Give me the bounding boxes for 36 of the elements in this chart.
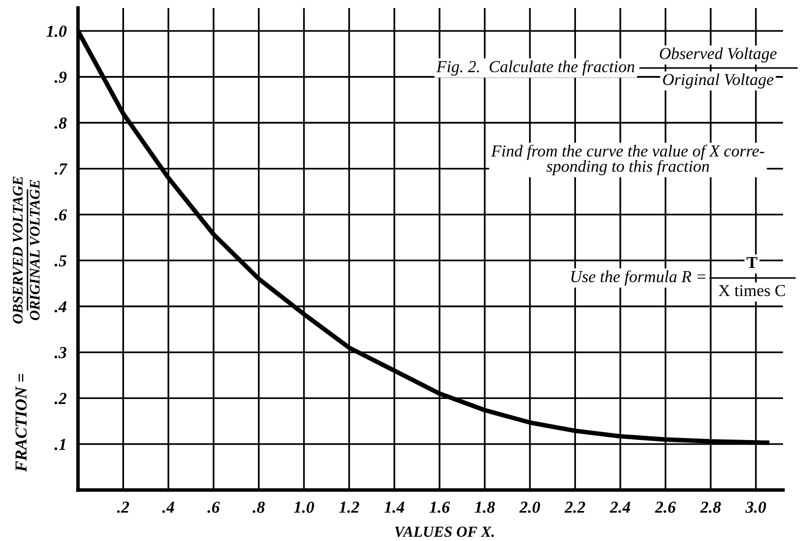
x-tick-label: 1.6 xyxy=(430,502,450,513)
y-tick-label: .7 xyxy=(54,164,68,175)
annotation: Original Voltage xyxy=(663,73,774,89)
y-tick-label: .4 xyxy=(54,301,66,312)
annotation: Use the formula R = xyxy=(571,270,706,286)
y-tick-label: .2 xyxy=(54,392,67,404)
annotation: Find from the curve the value of X corre- sponding to this fraction xyxy=(491,144,764,176)
y-tick-label: .8 xyxy=(54,117,67,129)
annotation: Fig. 2. Calculate the fraction xyxy=(436,60,634,76)
y-axis-title: FRACTION = xyxy=(15,374,27,472)
x-tick-label: 2.6 xyxy=(654,502,676,513)
x-tick-label: 3.0 xyxy=(745,502,766,513)
x-tick-label: 2.8 xyxy=(700,502,721,513)
annotation: X times C xyxy=(718,284,785,296)
x-tick-label: 1.2 xyxy=(339,502,360,513)
x-tick-label: 2.4 xyxy=(610,502,630,513)
x-tick-label: .6 xyxy=(207,502,220,513)
x-tick-label: 1.8 xyxy=(474,502,495,513)
y-tick-label: .3 xyxy=(54,347,66,358)
x-tick-label: .8 xyxy=(252,502,265,513)
x-tick-label: .2 xyxy=(117,502,130,513)
x-tick-label: 2.0 xyxy=(519,502,540,513)
y-tick-label: 1.0 xyxy=(46,26,67,37)
x-tick-label: 1.0 xyxy=(294,502,314,513)
y-tick-label: .6 xyxy=(54,209,67,221)
text: ORIGINAL VOLTAGE xyxy=(30,180,40,320)
x-tick-label: .4 xyxy=(162,502,174,513)
annotation: Observed Voltage xyxy=(660,47,777,63)
x-tick-label: 1.4 xyxy=(384,502,404,513)
y-tick-label: .5 xyxy=(54,255,66,266)
x-tick-label: 2.2 xyxy=(564,502,586,513)
text: OBSERVED VOLTAGE xyxy=(12,176,23,324)
annotation: T xyxy=(746,257,758,268)
y-tick-label: .9 xyxy=(54,72,67,83)
x-axis-title: VALUES OF X. xyxy=(395,526,494,537)
y-tick-label: .1 xyxy=(54,438,66,450)
